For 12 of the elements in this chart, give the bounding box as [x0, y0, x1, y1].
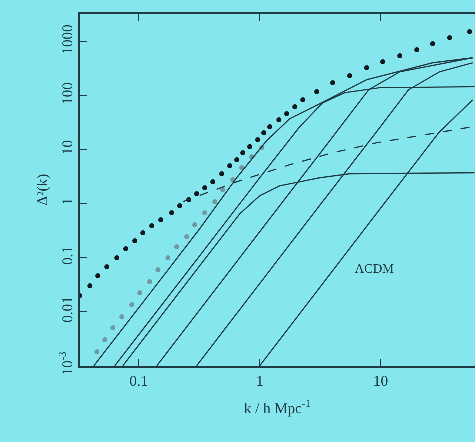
y-tick-label: 0.1: [60, 246, 76, 266]
y-tick-label: 0.01: [60, 296, 76, 323]
y-tick-label: 10: [60, 140, 76, 156]
y-tick-label: 100: [60, 82, 76, 105]
x-tick-label: 0.1: [130, 374, 148, 390]
annotation: ΛCDM: [355, 261, 394, 276]
x-tick-label: 1: [256, 374, 264, 390]
x-tick-label: 10: [373, 374, 388, 390]
y-tick-label: 1000: [60, 24, 76, 55]
y-axis-title: Δ²(k): [36, 174, 52, 206]
x-axis-title: k / h Mpc$^{-1}$: [244, 398, 311, 418]
y-tick-label: 1: [60, 198, 76, 206]
